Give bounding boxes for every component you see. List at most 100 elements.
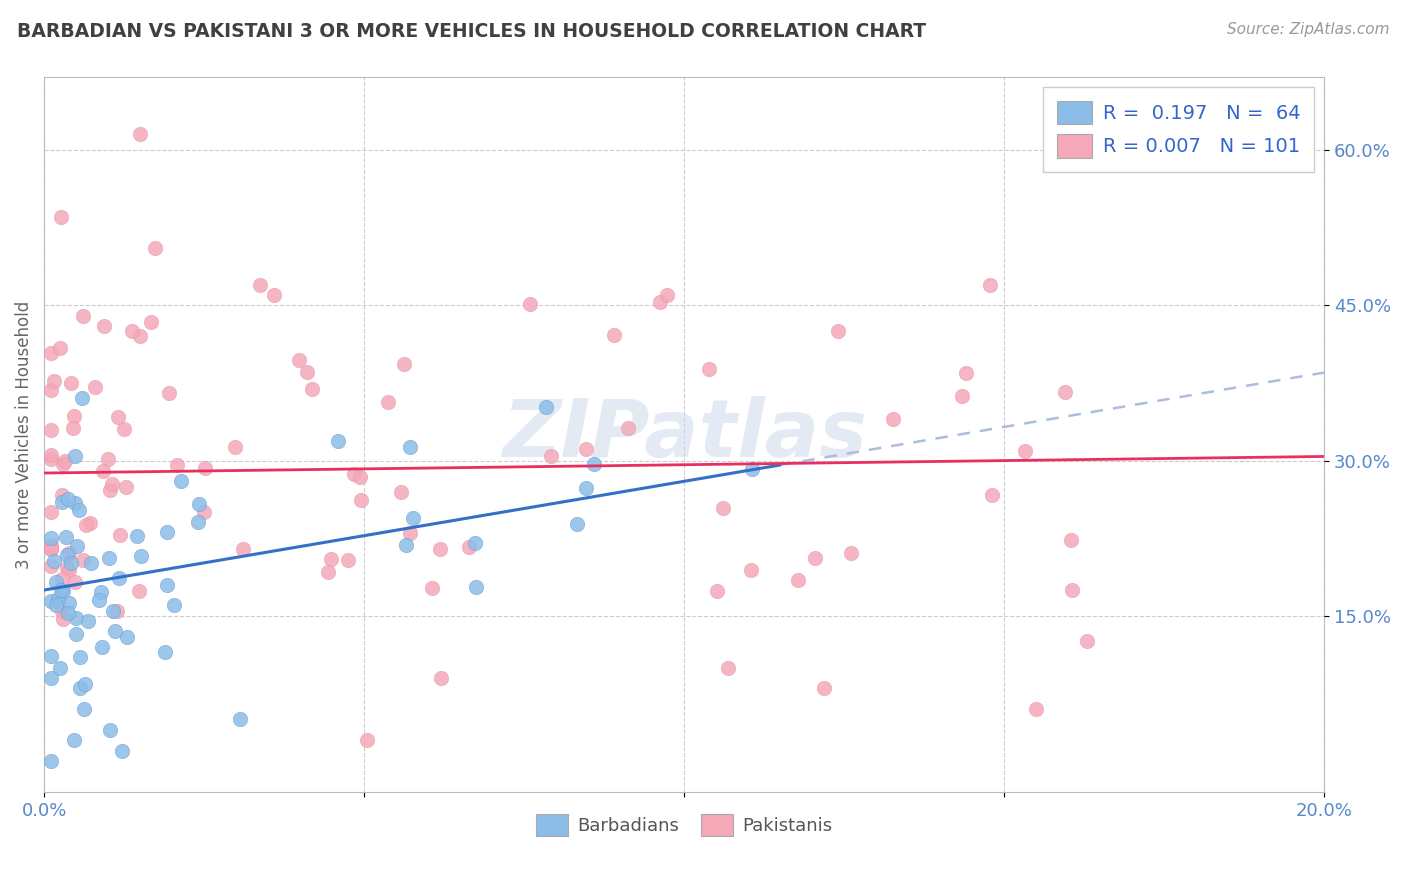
Y-axis label: 3 or more Vehicles in Household: 3 or more Vehicles in Household [15,301,32,569]
Point [420,581,443,595]
Point [392,357,415,371]
Point [49,583,72,598]
Point [319,552,342,566]
Point [91,640,114,654]
Point [90,584,112,599]
Point [73,677,96,691]
Point [49,661,72,675]
Point [63,409,86,423]
Point [67,503,90,517]
Point [128,329,150,343]
Point [336,553,359,567]
Point [56,548,79,562]
Point [187,515,209,529]
Point [121,324,143,338]
Point [616,420,638,434]
Point [129,128,152,142]
Point [519,297,541,311]
Point [882,412,904,426]
Point [127,529,149,543]
Point [52,584,75,599]
Point [51,604,73,618]
Point [786,574,808,588]
Point [318,565,340,579]
Point [377,394,399,409]
Point [56,606,79,620]
Point [56,491,79,506]
Legend: Barbadians, Pakistanis: Barbadians, Pakistanis [529,807,839,844]
Point [395,538,418,552]
Point [464,580,486,594]
Point [163,598,186,612]
Point [979,277,1001,292]
Point [697,361,720,376]
Point [813,681,835,696]
Point [157,386,180,401]
Point [39,671,62,685]
Point [93,318,115,333]
Point [648,295,671,310]
Point [41,531,63,545]
Point [60,556,83,570]
Point [39,346,62,360]
Point [98,550,121,565]
Point [65,611,87,625]
Point [402,511,425,525]
Point [740,563,762,577]
Point [93,464,115,478]
Point [156,524,179,539]
Point [399,526,422,541]
Point [72,309,94,323]
Point [63,496,86,510]
Point [73,702,96,716]
Point [343,467,366,481]
Point [79,516,101,530]
Point [288,353,311,368]
Point [110,743,132,757]
Point [141,315,163,329]
Text: ZIPatlas: ZIPatlas [502,396,866,474]
Point [249,277,271,292]
Point [46,591,69,606]
Point [39,542,62,557]
Point [108,528,131,542]
Text: BARBADIAN VS PAKISTANI 3 OR MORE VEHICLES IN HOUSEHOLD CORRELATION CHART: BARBADIAN VS PAKISTANI 3 OR MORE VEHICLE… [17,22,927,41]
Point [981,488,1004,502]
Point [603,327,626,342]
Point [39,538,62,552]
Point [955,366,977,380]
Point [39,559,62,574]
Point [70,392,93,406]
Point [53,454,76,468]
Point [1053,384,1076,399]
Point [51,211,73,225]
Point [112,422,135,436]
Point [58,563,80,577]
Point [56,561,79,575]
Point [62,733,84,747]
Point [156,578,179,592]
Point [145,241,167,255]
Point [44,553,66,567]
Point [52,612,75,626]
Point [706,584,728,599]
Point [534,400,557,414]
Point [75,517,97,532]
Point [1060,533,1083,547]
Point [228,713,250,727]
Point [87,593,110,607]
Point [356,733,378,747]
Point [107,409,129,424]
Point [540,449,562,463]
Point [108,571,131,585]
Point [399,440,422,454]
Point [129,549,152,564]
Point [39,541,62,556]
Point [58,546,80,560]
Point [39,505,62,519]
Point [66,539,89,553]
Point [69,681,91,696]
Point [1060,583,1083,598]
Point [457,541,479,555]
Point [1025,702,1047,716]
